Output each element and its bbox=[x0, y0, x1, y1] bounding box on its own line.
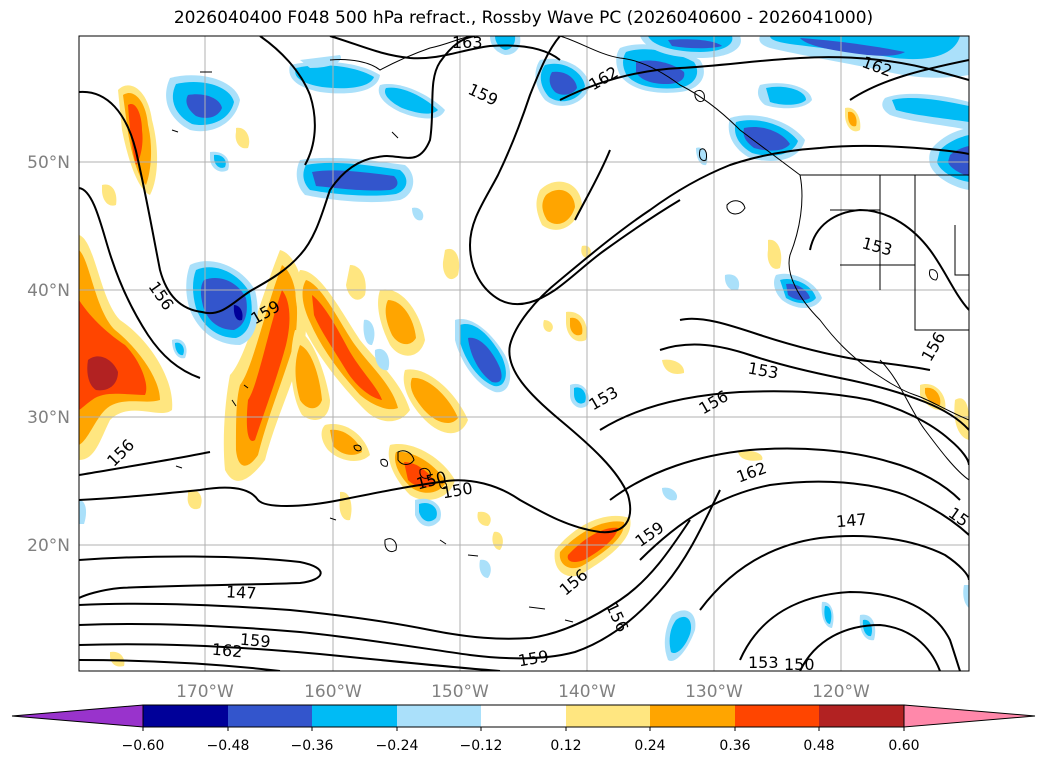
colorbar-segment bbox=[397, 705, 481, 727]
negative-anomaly-shading bbox=[79, 36, 969, 661]
map-panel bbox=[79, 36, 969, 671]
lat-label-30n: 30°N bbox=[27, 408, 70, 428]
contour-labels: 163 162 162 159 159 156 156 153 153 156 … bbox=[103, 33, 972, 674]
lon-label-150w: 150°W bbox=[431, 682, 489, 702]
colorbar-segment bbox=[312, 705, 397, 727]
contour-label: 147 bbox=[225, 582, 256, 603]
lon-label-160w: 160°W bbox=[304, 682, 362, 702]
colorbar-segment bbox=[566, 705, 650, 727]
lat-label-20n: 20°N bbox=[27, 536, 70, 556]
colorbar-segment bbox=[481, 705, 566, 727]
colorbar-tick-label: −0.48 bbox=[207, 738, 250, 754]
lat-label-50n: 50°N bbox=[27, 153, 70, 173]
latitude-labels: 50°N 40°N 30°N 20°N bbox=[27, 153, 70, 556]
contour-label: 163 bbox=[452, 33, 483, 52]
lon-label-140w: 140°W bbox=[558, 682, 616, 702]
colorbar-tick-label: −0.24 bbox=[376, 738, 419, 754]
colorbar: −0.60 −0.48 −0.36 −0.24 −0.12 0.12 0.24 … bbox=[11, 704, 1036, 754]
colorbar-extend-left bbox=[11, 704, 144, 728]
colorbar-tick-label: 0.60 bbox=[888, 738, 919, 754]
colorbar-tick-labels: −0.60 −0.48 −0.36 −0.24 −0.12 0.12 0.24 … bbox=[122, 738, 920, 754]
map-frame bbox=[78, 35, 970, 672]
colorbar-ticks bbox=[142, 727, 905, 731]
height-contours bbox=[79, 36, 969, 671]
colorbar-segment bbox=[228, 705, 312, 727]
colorbar-segment bbox=[819, 705, 904, 727]
contour-label: 150 bbox=[784, 655, 815, 674]
colorbar-tick-label: 0.12 bbox=[550, 738, 581, 754]
colorbar-tick-label: 0.36 bbox=[719, 738, 750, 754]
colorbar-tick-label: −0.60 bbox=[122, 738, 165, 754]
positive-anomaly-shading bbox=[79, 85, 969, 667]
map-title: 2026040400 F048 500 hPa refract., Rossby… bbox=[173, 8, 874, 28]
contour-label: 162 bbox=[211, 640, 243, 662]
contour-label: 153 bbox=[748, 653, 779, 672]
colorbar-extend-right bbox=[903, 704, 1036, 728]
colorbar-segment bbox=[650, 705, 735, 727]
colorbar-tick-label: −0.12 bbox=[460, 738, 503, 754]
coastlines bbox=[329, 36, 969, 481]
colorbar-tick-label: 0.24 bbox=[634, 738, 665, 754]
longitude-labels: 170°W 160°W 150°W 140°W 130°W 120°W bbox=[176, 682, 870, 702]
colorbar-tick-label: −0.36 bbox=[291, 738, 334, 754]
lon-label-130w: 130°W bbox=[685, 682, 743, 702]
contour-label: 159 bbox=[239, 630, 271, 652]
lat-label-40n: 40°N bbox=[27, 281, 70, 301]
colorbar-segment bbox=[735, 705, 819, 727]
lon-label-170w: 170°W bbox=[176, 682, 234, 702]
contour-label: 147 bbox=[835, 510, 867, 532]
colorbar-outline bbox=[142, 704, 905, 728]
colorbar-segment bbox=[143, 705, 228, 727]
colorbar-tick-label: 0.48 bbox=[803, 738, 834, 754]
lon-label-120w: 120°W bbox=[812, 682, 870, 702]
graticule bbox=[79, 36, 969, 671]
islands bbox=[171, 71, 746, 623]
